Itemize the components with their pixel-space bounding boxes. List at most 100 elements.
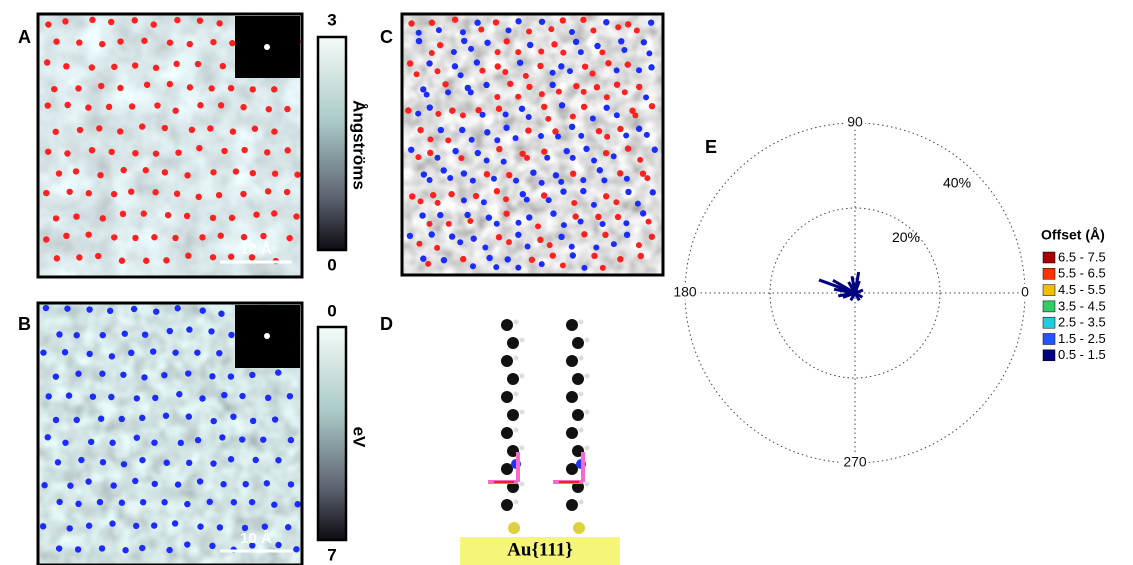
dot xyxy=(184,501,190,507)
dot xyxy=(603,193,609,199)
dot xyxy=(210,39,216,45)
dot xyxy=(250,418,256,424)
dot xyxy=(541,192,547,198)
dot xyxy=(425,261,431,267)
dot xyxy=(427,104,433,110)
dot xyxy=(591,158,597,164)
dot xyxy=(464,212,470,218)
dot xyxy=(271,86,277,92)
dot xyxy=(615,214,621,220)
hydrogen xyxy=(585,374,590,379)
dot xyxy=(260,436,266,442)
dot xyxy=(548,26,554,32)
dot xyxy=(648,64,654,70)
hydrogen xyxy=(520,446,525,451)
dot xyxy=(229,40,235,46)
dot xyxy=(208,328,214,334)
dot xyxy=(436,27,442,33)
dot xyxy=(600,265,606,271)
dot xyxy=(294,501,300,507)
dot xyxy=(495,63,501,69)
dot xyxy=(614,67,620,73)
dot xyxy=(218,233,224,239)
dot xyxy=(624,232,630,238)
dot xyxy=(96,125,102,131)
dot xyxy=(438,127,444,133)
dot xyxy=(460,256,466,262)
dot xyxy=(240,104,246,110)
dot xyxy=(98,83,104,89)
dot xyxy=(109,353,115,359)
dot xyxy=(569,29,575,35)
dot xyxy=(131,306,137,312)
dot xyxy=(294,171,300,177)
atom xyxy=(566,427,578,439)
dot xyxy=(445,137,451,143)
dot xyxy=(117,128,123,134)
dot xyxy=(643,94,649,100)
dot xyxy=(590,115,596,121)
sulfur xyxy=(508,522,520,534)
dot xyxy=(515,220,521,226)
dot xyxy=(559,102,565,108)
dot xyxy=(221,148,227,154)
dot xyxy=(545,116,551,122)
dot xyxy=(275,457,281,463)
dot xyxy=(603,105,609,111)
dot xyxy=(527,42,533,48)
dot xyxy=(405,107,411,113)
dot xyxy=(100,459,106,465)
dot xyxy=(468,89,474,95)
dot xyxy=(520,191,526,197)
dot xyxy=(200,307,206,313)
dot xyxy=(503,210,509,216)
dot xyxy=(150,348,156,354)
dot xyxy=(604,134,610,140)
dot xyxy=(506,27,512,33)
dot xyxy=(618,38,624,44)
panel-letter: D xyxy=(380,314,393,334)
dot xyxy=(153,150,159,156)
dot xyxy=(144,82,150,88)
legend-swatch xyxy=(1043,301,1055,312)
legend-label: 4.5 - 5.5 xyxy=(1058,282,1106,297)
dot xyxy=(580,17,586,23)
dot xyxy=(67,483,73,489)
dot xyxy=(539,261,545,267)
dot xyxy=(86,523,92,529)
dot xyxy=(605,60,611,66)
dot xyxy=(648,19,654,25)
dot xyxy=(111,191,117,197)
hydrogen xyxy=(520,482,525,487)
dot xyxy=(474,20,480,26)
dot xyxy=(501,159,507,165)
dot xyxy=(460,112,466,118)
dot xyxy=(141,210,147,216)
dot xyxy=(66,392,72,398)
dot xyxy=(66,189,72,195)
angle-label: 180 xyxy=(673,284,697,300)
angle-label: 270 xyxy=(843,454,867,470)
dot xyxy=(650,189,656,195)
dot xyxy=(594,84,600,90)
dot xyxy=(175,481,181,487)
dot xyxy=(467,218,473,224)
dot xyxy=(471,235,477,241)
dot xyxy=(97,172,103,178)
dot xyxy=(526,28,532,34)
colorbar-label: Ångströms xyxy=(350,100,369,190)
dot xyxy=(458,155,464,161)
dot xyxy=(560,17,566,23)
dot xyxy=(623,220,629,226)
atom xyxy=(507,337,519,349)
dot xyxy=(117,85,123,91)
dot xyxy=(571,200,577,206)
dot xyxy=(186,326,192,332)
dot xyxy=(186,460,192,466)
atom xyxy=(572,373,584,385)
dot xyxy=(593,245,599,251)
dot xyxy=(85,104,91,110)
dot xyxy=(85,231,91,237)
dot xyxy=(264,480,270,486)
dot xyxy=(265,188,271,194)
